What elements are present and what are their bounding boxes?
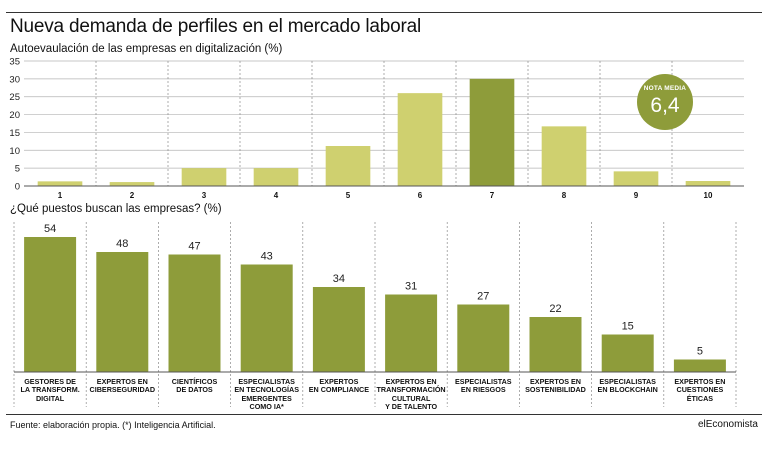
data-label: 5 — [697, 346, 703, 358]
bar — [24, 237, 77, 372]
bar — [181, 168, 227, 186]
top-rule — [6, 12, 762, 13]
y-tick-label: 35 — [9, 57, 20, 68]
bar — [385, 294, 438, 372]
y-tick-label: 20 — [9, 110, 20, 121]
y-tick-label: 5 — [15, 164, 20, 175]
y-tick-label: 0 — [15, 182, 20, 193]
x-tick-label: ESPECIALISTAS EN TECNOLOGÍAS EMERGENTES … — [234, 377, 300, 412]
x-tick-label: GESTORES DE LA TRANSFORM. DIGITAL — [20, 377, 80, 403]
y-tick-label: 30 — [9, 74, 20, 85]
x-tick-label: 10 — [704, 191, 713, 200]
bar — [685, 181, 731, 186]
x-tick-label: EXPERTOS EN TRANSFORMACIÓN CULTURAL Y DE… — [376, 377, 446, 412]
data-label: 48 — [116, 238, 128, 250]
y-tick-label: 10 — [9, 146, 20, 157]
page-title: Nueva demanda de perfiles en el mercado … — [10, 16, 421, 37]
bar — [325, 146, 371, 186]
x-tick-label: EXPERTOS EN COMPLIANCE — [308, 377, 370, 395]
average-score-badge: NOTA MEDIA 6,4 — [637, 74, 693, 130]
x-tick-label: 9 — [634, 191, 639, 200]
x-tick-label: EXPERTOS EN CIBERSEGURIDAD — [89, 377, 156, 395]
footer-brand: elEconomista — [697, 419, 758, 430]
x-tick-label: 2 — [130, 191, 135, 200]
data-label: 34 — [333, 273, 345, 285]
data-label: 15 — [622, 321, 634, 333]
bar — [469, 78, 515, 186]
data-label: 27 — [477, 291, 489, 303]
bar — [457, 304, 510, 372]
bar — [168, 254, 221, 372]
bar — [109, 182, 155, 186]
y-tick-label: 15 — [9, 128, 20, 139]
x-tick-label: EXPERTOS EN SOSTENIBILIDAD — [525, 377, 586, 395]
chart2-subtitle: ¿Qué puestos buscan las empresas? (%) — [10, 203, 222, 215]
data-label: 22 — [549, 303, 561, 315]
x-tick-label: EXPERTOS EN CUESTIONES ÉTICAS — [674, 377, 726, 403]
y-tick-label: 25 — [9, 92, 20, 103]
footer-source: Fuente: elaboración propia. (*) Intelige… — [10, 420, 216, 430]
x-tick-label: ESPECIALISTAS EN BLOCKCHAIN — [597, 377, 658, 395]
x-tick-label: CIENTÍFICOS DE DATOS — [171, 377, 218, 395]
data-label: 54 — [44, 223, 56, 235]
bar — [541, 126, 587, 186]
data-label: 47 — [188, 241, 200, 253]
footer-rule — [6, 414, 762, 415]
bar — [253, 168, 299, 186]
bar — [397, 93, 443, 186]
bar — [96, 252, 149, 372]
bar — [601, 334, 654, 372]
bar — [312, 287, 365, 372]
bar — [673, 359, 726, 372]
x-tick-label: 7 — [490, 191, 495, 200]
x-tick-label: 5 — [346, 191, 351, 200]
data-label: 31 — [405, 281, 417, 293]
x-tick-label: ESPECIALISTAS EN RIESGOS — [455, 377, 512, 395]
x-tick-label: 8 — [562, 191, 567, 200]
x-tick-label: 6 — [418, 191, 423, 200]
x-tick-label: 1 — [58, 191, 63, 200]
x-tick-label: 4 — [274, 191, 279, 200]
badge-value: 6,4 — [650, 94, 680, 117]
bar — [240, 264, 293, 372]
bar — [37, 181, 83, 186]
bar — [529, 317, 582, 372]
bar — [613, 171, 659, 186]
chart1-subtitle: Autoevaulación de las empresas en digita… — [10, 43, 283, 55]
data-label: 43 — [261, 251, 273, 263]
badge-label: NOTA MEDIA — [643, 85, 687, 92]
x-tick-label: 3 — [202, 191, 207, 200]
